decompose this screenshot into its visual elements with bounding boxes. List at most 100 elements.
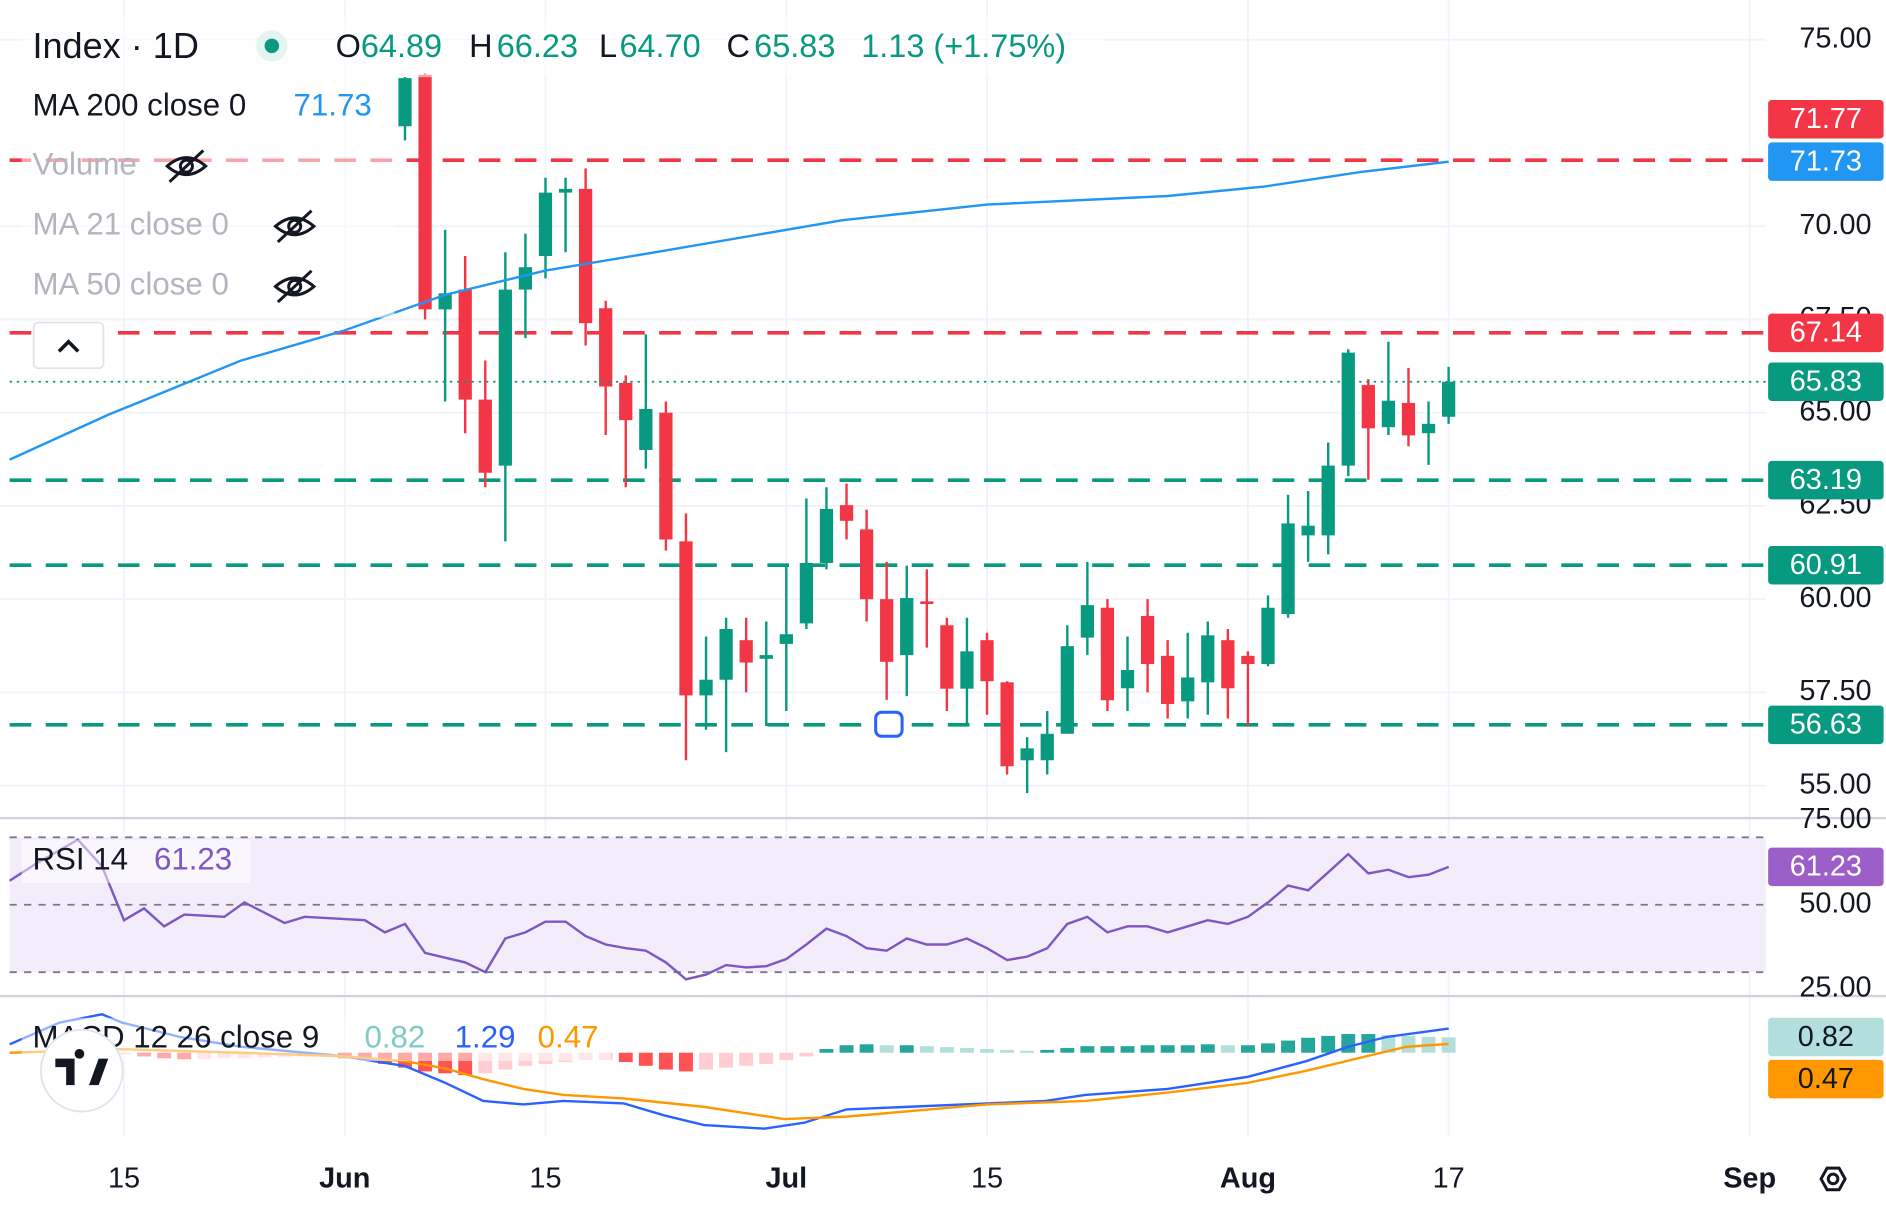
eye-off-icon[interactable] bbox=[273, 269, 317, 304]
histogram-bar bbox=[1240, 1045, 1255, 1053]
level-label-bg bbox=[1768, 100, 1884, 139]
ma-label-bg bbox=[1768, 142, 1884, 181]
candle-body bbox=[1040, 733, 1054, 761]
candle-body bbox=[1361, 385, 1375, 429]
logo-mark bbox=[55, 1049, 109, 1086]
eye-slash bbox=[276, 269, 313, 304]
histogram-bar bbox=[839, 1045, 854, 1053]
series-line bbox=[8, 838, 1450, 981]
y-tick-label: 57.50 bbox=[1799, 675, 1871, 707]
y-tick-label: 25.00 bbox=[1799, 972, 1871, 1004]
legend-backdrop bbox=[21, 17, 1105, 78]
histogram-bar bbox=[1120, 1046, 1135, 1053]
histogram-bar bbox=[819, 1048, 834, 1053]
level-label: 63.19 bbox=[1790, 464, 1862, 496]
x-tick-label: Sep bbox=[1723, 1163, 1776, 1195]
y-tick-label: 50.00 bbox=[1799, 887, 1871, 919]
histogram-bar bbox=[1000, 1049, 1015, 1053]
candle-body bbox=[418, 74, 432, 310]
candle-body bbox=[1120, 670, 1135, 689]
x-tick-label: Aug bbox=[1220, 1163, 1276, 1195]
chart-title: Index · 1D bbox=[32, 25, 198, 66]
collapse-button[interactable] bbox=[32, 321, 105, 370]
candle-body bbox=[1281, 523, 1295, 615]
histogram-bar bbox=[1100, 1046, 1115, 1053]
y-tick-label: 55.00 bbox=[1799, 768, 1871, 800]
x-tick-label: 15 bbox=[971, 1163, 1003, 1195]
histogram-bar bbox=[879, 1045, 894, 1053]
candle-body bbox=[619, 382, 633, 421]
candle-body bbox=[639, 408, 653, 450]
ohlc-key: C bbox=[726, 28, 749, 64]
histogram-label: 0.82 bbox=[1798, 1021, 1854, 1053]
histogram-bar bbox=[779, 1052, 794, 1061]
histogram-bar bbox=[1200, 1044, 1215, 1053]
eye-slash bbox=[276, 209, 313, 244]
signal-label-bg bbox=[1768, 1059, 1884, 1099]
histogram-bar bbox=[679, 1052, 693, 1072]
status-dot bbox=[264, 38, 280, 54]
ohlc-value: 64.70 bbox=[619, 28, 700, 64]
x-tick-label: 15 bbox=[108, 1163, 140, 1195]
ohlc-key: O bbox=[336, 28, 361, 64]
candle-body bbox=[599, 308, 613, 387]
candle-body bbox=[1020, 748, 1034, 761]
candle-body bbox=[398, 78, 412, 127]
histogram-bar bbox=[899, 1045, 914, 1053]
x-tick-label: 17 bbox=[1433, 1163, 1465, 1195]
eye-pupil bbox=[287, 278, 303, 294]
ohlc-key: L bbox=[599, 28, 617, 64]
level-label: 60.91 bbox=[1790, 549, 1862, 581]
eye-pupil bbox=[178, 158, 194, 174]
ohlc-value: 64.89 bbox=[361, 28, 442, 64]
histogram-bar bbox=[638, 1052, 653, 1066]
settings-icon[interactable] bbox=[1819, 1166, 1847, 1192]
collapse-arrow bbox=[57, 339, 80, 353]
candle-body bbox=[1000, 682, 1014, 767]
eye-off-icon[interactable] bbox=[273, 209, 317, 244]
histogram-bar bbox=[1080, 1046, 1095, 1053]
logo-circle[interactable] bbox=[39, 1028, 124, 1113]
x-tick-label: Jul bbox=[765, 1163, 807, 1195]
candle-body bbox=[739, 640, 753, 663]
y-tick-label: 75.00 bbox=[1799, 22, 1871, 54]
histogram-bar bbox=[1040, 1049, 1055, 1053]
histogram-label-bg bbox=[1768, 1017, 1884, 1057]
candle-body bbox=[558, 188, 573, 193]
x-tick-label: 15 bbox=[529, 1163, 561, 1195]
eye-off-icon[interactable] bbox=[164, 149, 208, 183]
histogram-bar bbox=[1140, 1045, 1155, 1053]
candle-body bbox=[1441, 381, 1456, 417]
hidden-indicator: MA 50 close 0 bbox=[32, 267, 228, 302]
rsi-label-bg bbox=[1768, 847, 1884, 887]
histogram-bar bbox=[939, 1047, 954, 1053]
y-tick-label: 70.00 bbox=[1799, 209, 1871, 241]
histogram-bar bbox=[1261, 1043, 1275, 1053]
candle-body bbox=[699, 679, 713, 696]
candle-body bbox=[438, 293, 452, 310]
histogram-bar bbox=[1220, 1045, 1235, 1053]
eye-pupil bbox=[287, 218, 303, 234]
level-label: 71.77 bbox=[1790, 103, 1862, 135]
legend-backdrop bbox=[21, 77, 395, 318]
candle-body bbox=[478, 399, 492, 473]
candle-body bbox=[1201, 635, 1215, 683]
histogram-bar bbox=[1321, 1035, 1336, 1053]
y-tick-label: 60.00 bbox=[1799, 582, 1871, 614]
candle-body bbox=[819, 508, 834, 563]
candle-body bbox=[679, 541, 693, 696]
ohlc-value: 66.23 bbox=[497, 28, 578, 64]
ui-layer: 15 Jun 15 Jul 15 Aug 17 Sep55.0057.5060.0062.50… bbox=[0, 17, 1886, 1195]
level-label: 67.14 bbox=[1790, 317, 1862, 349]
candle-body bbox=[1261, 607, 1275, 665]
histogram-bar bbox=[719, 1052, 734, 1068]
histogram-bar bbox=[1180, 1045, 1195, 1053]
candle-body bbox=[980, 640, 994, 682]
ma-label: 71.73 bbox=[1790, 145, 1862, 177]
last-price-label-bg bbox=[1768, 362, 1884, 401]
level-label-bg bbox=[1768, 313, 1884, 353]
candle-body bbox=[1221, 640, 1235, 689]
candle-body bbox=[458, 289, 472, 400]
histogram-bar bbox=[1020, 1050, 1035, 1053]
